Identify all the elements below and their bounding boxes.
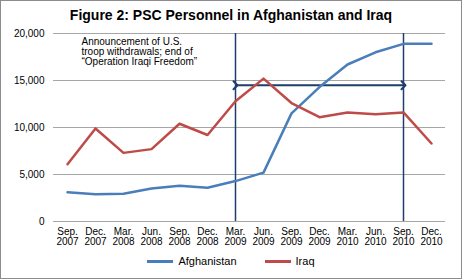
svg-text:Jun.2008: Jun.2008	[140, 226, 163, 247]
svg-text:Announcement of U.S.troop with: Announcement of U.S.troop withdrawals; e…	[82, 36, 198, 67]
svg-text:Dec.2009: Dec.2009	[308, 226, 331, 247]
svg-text:Jun.2009: Jun.2009	[252, 226, 275, 247]
html-text:Afghanistan: Afghanistan	[178, 255, 237, 267]
svg-text:10,000: 10,000	[14, 122, 45, 133]
svg-text:Mar.2008: Mar.2008	[112, 226, 135, 247]
html-text:Iraq: Iraq	[295, 255, 315, 267]
svg-text:Sep.2008: Sep.2008	[168, 226, 191, 247]
svg-text:Sep.2010: Sep.2010	[392, 226, 415, 247]
svg-text:Dec.2010: Dec.2010	[420, 226, 443, 247]
svg-text:Dec.2008: Dec.2008	[196, 226, 219, 247]
svg-text:20,000: 20,000	[14, 28, 45, 39]
svg-text:5,000: 5,000	[19, 169, 44, 180]
svg-text:Jun.2010: Jun.2010	[364, 226, 387, 247]
svg-text:Sep.2009: Sep.2009	[280, 226, 303, 247]
svg-text:Sep.2007: Sep.2007	[56, 226, 79, 247]
svg-text:Dec.2007: Dec.2007	[84, 226, 107, 247]
html-text:Figure 2: PSC Personnel in Afg: Figure 2: PSC Personnel in Afghanistan a…	[69, 7, 393, 23]
svg-text:0: 0	[39, 216, 45, 227]
svg-text:15,000: 15,000	[14, 75, 45, 86]
svg-text:Mar.2009: Mar.2009	[224, 226, 247, 247]
svg-text:Mar.2010: Mar.2010	[336, 226, 359, 247]
